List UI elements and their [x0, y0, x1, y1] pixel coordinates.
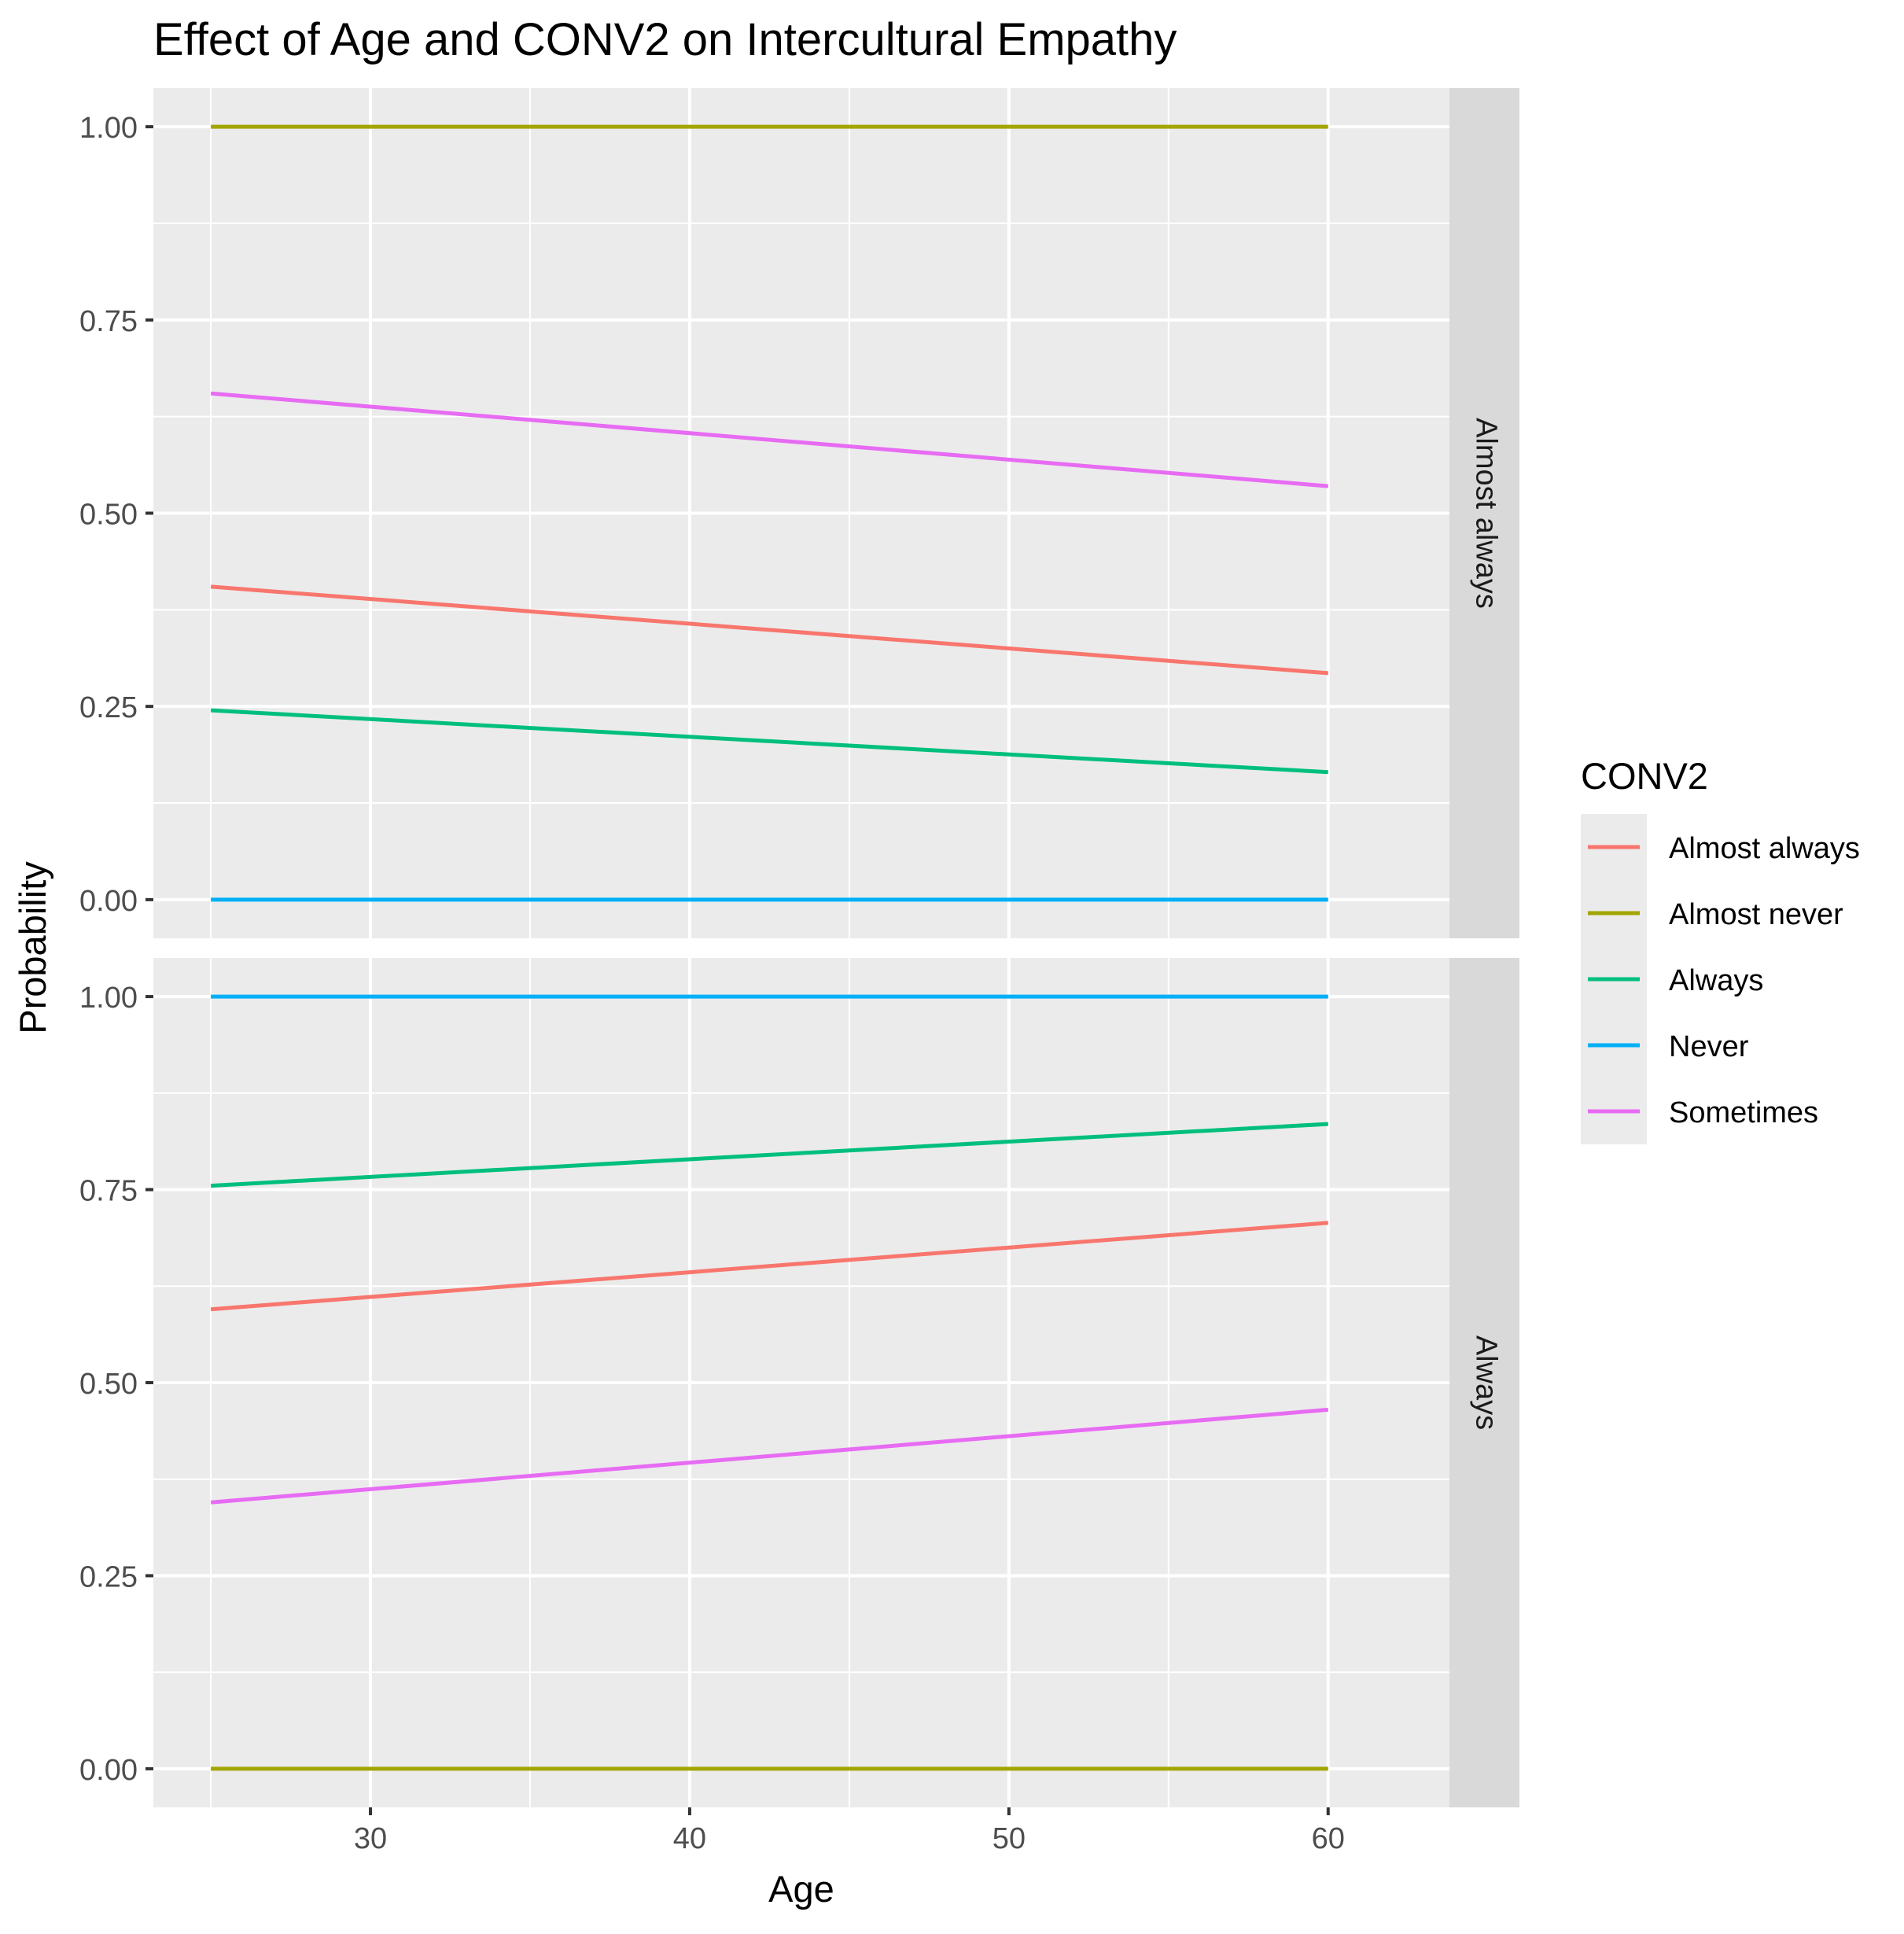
series-line-always [210, 1122, 1328, 1188]
x-tick-label: 40 [673, 1822, 706, 1855]
series-line-always [210, 708, 1328, 775]
legend-label: Never [1669, 1030, 1749, 1063]
x-tick-label: 50 [993, 1822, 1026, 1855]
y-tick-label: 0.25 [79, 1560, 138, 1593]
legend-label: Almost never [1669, 898, 1843, 931]
series-line-sometimes [210, 1407, 1329, 1505]
x-axis-title: Age [768, 1868, 834, 1910]
y-tick-label: 0.50 [79, 1368, 138, 1401]
legend-label: Always [1669, 964, 1763, 997]
facet-strip-label: Almost always [1469, 418, 1502, 609]
y-axis-title: Probability [12, 861, 53, 1034]
y-tick-label: 0.00 [79, 1754, 138, 1787]
facet-strip [1449, 88, 1519, 938]
y-tick-label: 0.75 [79, 1175, 138, 1208]
y-tick-label: 0.00 [79, 885, 138, 918]
x-tick-label: 60 [1312, 1822, 1345, 1855]
series-line-sometimes [210, 391, 1329, 488]
y-tick-label: 0.75 [79, 305, 138, 338]
legend-label: Sometimes [1669, 1096, 1818, 1129]
legend-label: Almost always [1669, 832, 1860, 865]
series-line-almost-always [210, 1221, 1328, 1312]
facet-strip [1449, 958, 1519, 1807]
chart-title: Effect of Age and CONV2 on Intercultural… [153, 14, 1177, 65]
legend-title: CONV2 [1581, 755, 1708, 797]
x-tick-label: 30 [354, 1822, 387, 1855]
series-line-almost-always [210, 584, 1328, 676]
y-tick-label: 1.00 [79, 982, 138, 1015]
y-tick-label: 0.25 [79, 691, 138, 724]
y-tick-label: 0.50 [79, 499, 138, 532]
y-tick-label: 1.00 [79, 112, 138, 145]
facet-strip-label: Always [1469, 1335, 1502, 1430]
